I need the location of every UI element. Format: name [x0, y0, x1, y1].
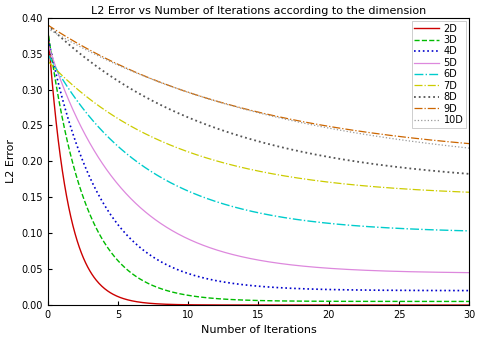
6D — [361, 224, 367, 228]
10D — [293, 119, 299, 123]
X-axis label: Number of Iterations: Number of Iterations — [200, 325, 316, 336]
Line: 5D: 5D — [48, 43, 468, 273]
10D — [45, 27, 50, 31]
9D — [361, 130, 367, 134]
10D — [361, 132, 367, 136]
9D — [119, 64, 125, 68]
10D — [466, 146, 471, 150]
7D — [293, 176, 299, 180]
4D — [235, 282, 241, 286]
3D — [293, 299, 299, 303]
Line: 10D: 10D — [48, 29, 468, 148]
Line: 7D: 7D — [48, 61, 468, 192]
6D — [45, 51, 50, 56]
5D — [293, 263, 299, 267]
9D — [293, 118, 299, 122]
2D — [466, 303, 471, 307]
6D — [466, 229, 471, 233]
7D — [325, 180, 331, 184]
Legend: 2D, 3D, 4D, 5D, 6D, 7D, 8D, 9D, 10D: 2D, 3D, 4D, 5D, 6D, 7D, 8D, 9D, 10D — [411, 21, 466, 128]
6D — [325, 221, 331, 225]
Y-axis label: L2 Error: L2 Error — [6, 139, 15, 183]
9D — [466, 142, 471, 146]
4D — [45, 34, 50, 38]
6D — [153, 173, 158, 177]
Line: 2D: 2D — [48, 25, 468, 305]
5D — [361, 268, 367, 272]
4D — [325, 287, 331, 292]
8D — [361, 161, 367, 165]
5D — [119, 187, 125, 191]
6D — [293, 217, 299, 221]
Title: L2 Error vs Number of Iterations according to the dimension: L2 Error vs Number of Iterations accordi… — [91, 5, 425, 16]
2D — [235, 303, 241, 307]
Line: 8D: 8D — [48, 25, 468, 174]
2D — [361, 303, 367, 307]
9D — [325, 124, 331, 129]
4D — [361, 288, 367, 292]
3D — [235, 298, 241, 302]
4D — [153, 257, 158, 261]
10D — [119, 65, 125, 69]
2D — [293, 303, 299, 307]
7D — [466, 190, 471, 194]
7D — [119, 119, 125, 123]
9D — [45, 23, 50, 27]
7D — [361, 184, 367, 188]
7D — [45, 59, 50, 63]
2D — [325, 303, 331, 307]
8D — [466, 172, 471, 176]
7D — [153, 137, 158, 141]
Line: 3D: 3D — [48, 29, 468, 301]
5D — [466, 271, 471, 275]
2D — [153, 302, 158, 306]
8D — [153, 101, 158, 105]
8D — [235, 133, 241, 137]
8D — [45, 23, 50, 27]
6D — [119, 148, 125, 152]
4D — [293, 286, 299, 291]
4D — [466, 288, 471, 293]
8D — [119, 81, 125, 86]
9D — [235, 105, 241, 109]
3D — [361, 299, 367, 303]
8D — [325, 155, 331, 159]
2D — [45, 23, 50, 27]
Line: 9D: 9D — [48, 25, 468, 144]
5D — [325, 266, 331, 270]
5D — [153, 218, 158, 222]
3D — [45, 27, 50, 31]
10D — [153, 79, 158, 83]
Line: 4D: 4D — [48, 36, 468, 291]
3D — [466, 299, 471, 303]
10D — [235, 105, 241, 109]
Line: 6D: 6D — [48, 54, 468, 231]
8D — [293, 149, 299, 153]
5D — [45, 41, 50, 45]
10D — [325, 126, 331, 130]
3D — [119, 263, 125, 267]
4D — [119, 228, 125, 232]
5D — [235, 254, 241, 258]
6D — [235, 206, 241, 210]
2D — [119, 296, 125, 300]
3D — [325, 299, 331, 303]
7D — [235, 165, 241, 169]
3D — [153, 285, 158, 289]
9D — [153, 78, 158, 83]
